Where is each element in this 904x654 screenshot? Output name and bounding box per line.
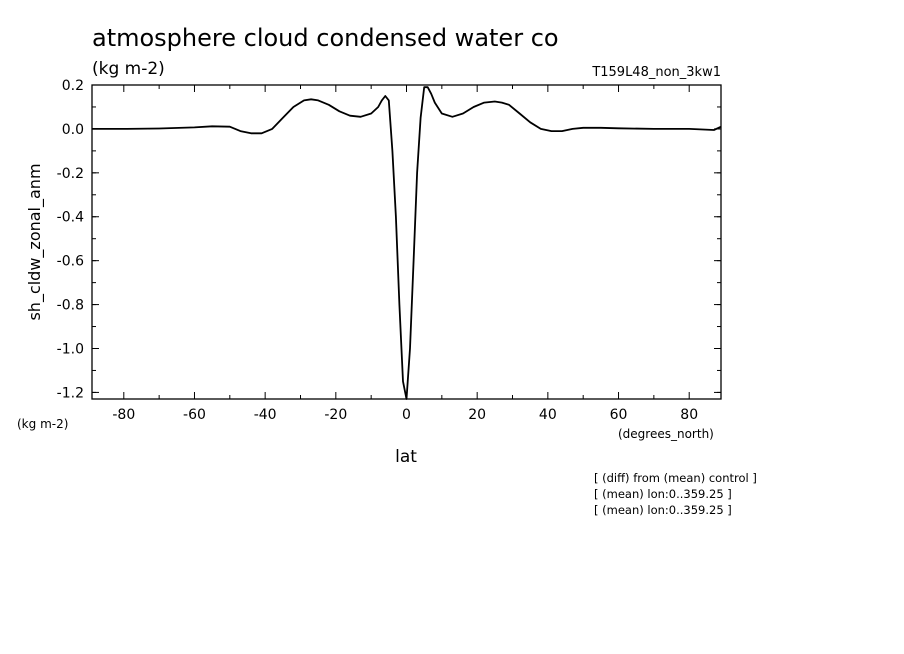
y-axis-ticks: 0.2 0.0 -0.2 -0.4 -0.6 -0.8 -1.0 -1.2 — [57, 78, 721, 401]
x-tick-label: 80 — [680, 407, 698, 423]
y-tick-label: -0.2 — [57, 166, 84, 182]
x-axis-ticks: -80 -60 -40 -20 0 20 40 60 80 — [112, 85, 698, 423]
y-tick-label: -1.0 — [57, 341, 84, 357]
series-group — [92, 86, 722, 400]
x-tick-label: -40 — [254, 407, 277, 423]
x-tick-label: 40 — [539, 407, 557, 423]
plot-frame — [91, 84, 722, 400]
y-tick-label: -0.4 — [57, 210, 84, 226]
y-tick-label: -0.8 — [57, 298, 84, 314]
y-tick-label: 0.0 — [62, 122, 84, 138]
note-line-2: [ (mean) lon:0..359.25 ] — [594, 487, 732, 501]
y-axis-units: (kg m-2) — [17, 417, 68, 431]
x-tick-label: 0 — [402, 407, 411, 423]
x-tick-label: -20 — [324, 407, 347, 423]
chart-subtitle: (kg m-2) — [92, 59, 165, 79]
note-line-1: [ (diff) from (mean) control ] — [594, 471, 757, 485]
x-axis-units: (degrees_north) — [618, 427, 714, 441]
y-tick-label: -1.2 — [57, 385, 84, 401]
x-tick-label: 60 — [610, 407, 628, 423]
y-axis-label: sh_cldw_zonal_anm — [25, 163, 45, 320]
y-tick-label: 0.2 — [62, 78, 84, 94]
x-tick-label: -60 — [183, 407, 206, 423]
run-label: T159L48_non_3kw1 — [591, 65, 721, 80]
x-axis-label: lat — [395, 447, 417, 467]
x-tick-label: 20 — [468, 407, 486, 423]
chart-title: atmosphere cloud condensed water co — [92, 24, 559, 52]
note-line-3: [ (mean) lon:0..359.25 ] — [594, 503, 732, 517]
x-tick-label: -80 — [112, 407, 135, 423]
plot-area: 0.2 0.0 -0.2 -0.4 -0.6 -0.8 -1.0 -1.2 -80 -60 -40… — [57, 78, 722, 423]
y-tick-label: -0.6 — [57, 254, 84, 270]
series-line — [92, 86, 722, 400]
